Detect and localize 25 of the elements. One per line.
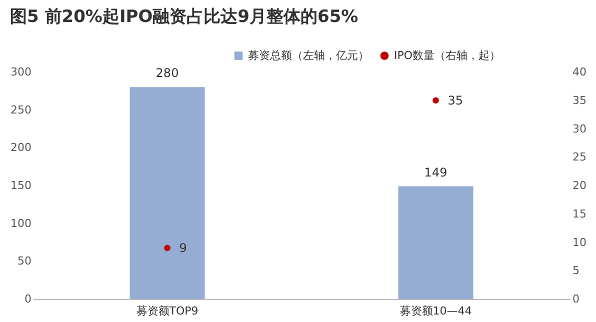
x-tick-label: 募资额10—44 (400, 304, 472, 318)
y-tick-label: 0 (24, 292, 32, 306)
data-label: 280 (156, 66, 179, 80)
y2-tick-label: 15 (572, 207, 586, 220)
y-tick-label: 200 (10, 141, 32, 154)
y2-tick-label: 25 (572, 150, 586, 164)
data-label: 9 (179, 240, 187, 255)
data-label: 149 (424, 165, 448, 180)
y2-tick-label: 0 (572, 292, 580, 306)
y-tick-label: 300 (10, 66, 32, 78)
chart-title: 图5 前20%起IPO融资占比达9月整体的65% (10, 7, 358, 27)
y2-tick-label: 30 (572, 122, 586, 136)
y2-tick-label: 35 (572, 94, 586, 107)
legend-label: 募资总额（左轴，亿元） (248, 48, 369, 62)
data-label: 35 (448, 93, 464, 108)
y-tick-label: 100 (10, 216, 32, 230)
y-tick-label: 150 (10, 179, 32, 192)
y2-tick-label: 20 (572, 179, 586, 192)
y2-tick-label: 40 (572, 66, 586, 78)
legend-label: IPO数量（右轴，起） (394, 48, 501, 62)
y2-tick-label: 10 (572, 236, 586, 249)
x-tick-label: 募资额TOP9 (136, 304, 198, 318)
y-tick-label: 50 (18, 254, 32, 268)
y-tick-label: 250 (10, 103, 32, 116)
y2-tick-label: 5 (572, 264, 580, 278)
